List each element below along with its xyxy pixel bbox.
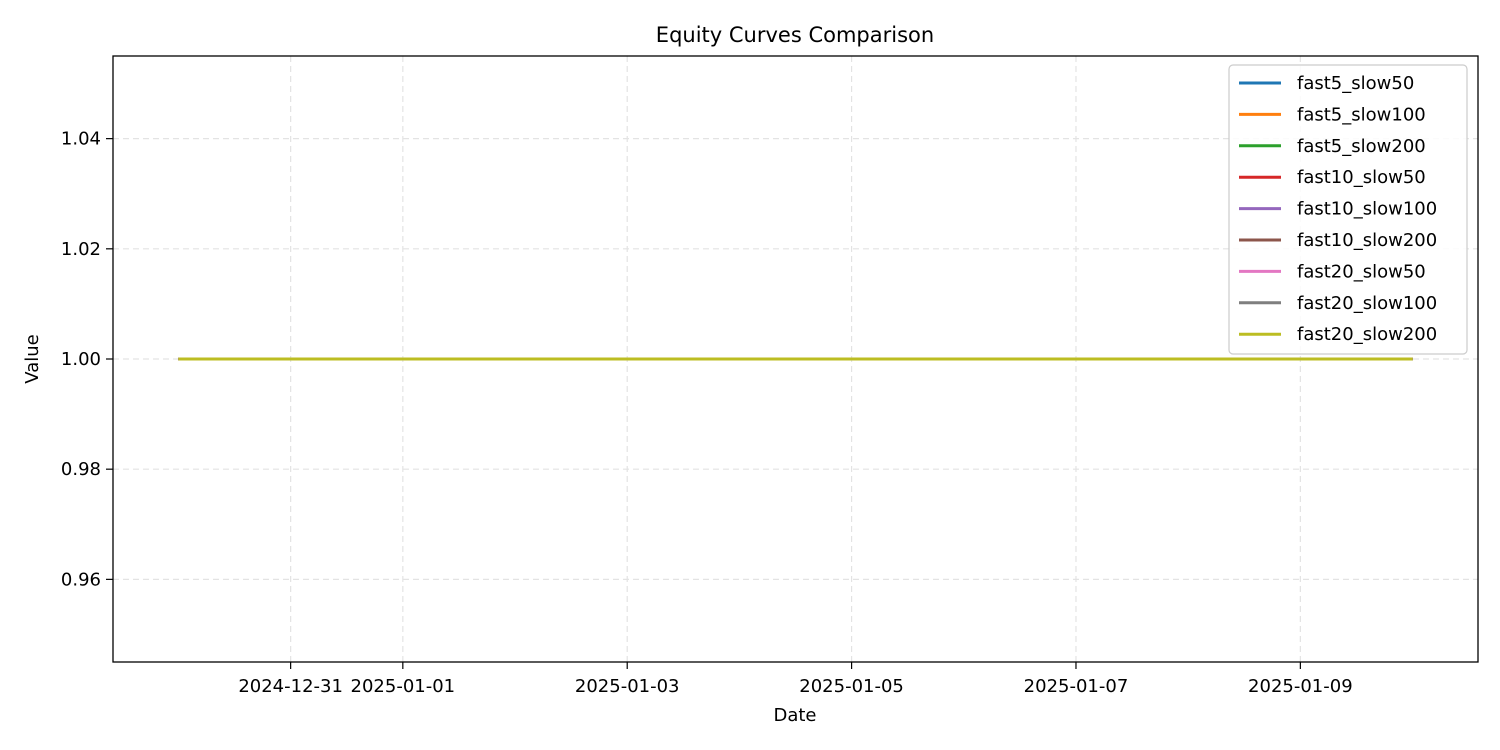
x-tick-label: 2025-01-05 <box>799 676 904 697</box>
chart-title: Equity Curves Comparison <box>656 23 934 47</box>
y-tick-label: 0.96 <box>61 569 101 590</box>
legend-label: fast10_slow200 <box>1297 230 1437 251</box>
legend-label: fast10_slow50 <box>1297 167 1426 188</box>
legend: fast5_slow50 fast5_slow100 fast5_slow200fa… <box>1228 64 1468 355</box>
y-tick-label: 1.00 <box>61 349 101 370</box>
legend-label: fast20_slow100 <box>1297 293 1437 314</box>
x-tick-label: 2024-12-31 <box>238 676 343 697</box>
legend-label: fast5_slow100 <box>1297 104 1426 125</box>
legend-label: fast10_slow100 <box>1297 199 1437 220</box>
x-tick-label: 2025-01-01 <box>351 676 456 697</box>
x-tick-label: 2025-01-09 <box>1248 676 1353 697</box>
x-axis-ticks: 2024-12-31 2025-01-01 2025-01-03 2025-01-05… <box>238 662 1353 697</box>
y-tick-label: 1.04 <box>61 129 101 150</box>
x-tick-label: 2025-01-03 <box>575 676 680 697</box>
legend-box <box>1228 64 1468 355</box>
y-axis-ticks: 0.96 0.98 1.00 1.02 1.04 <box>61 129 113 590</box>
x-axis-label: Date <box>773 705 816 726</box>
y-tick-label: 1.02 <box>61 239 101 260</box>
legend-label: fast20_slow50 <box>1297 261 1426 282</box>
y-axis-label: Value <box>22 334 43 383</box>
legend-label: fast5_slow50 <box>1297 73 1414 94</box>
legend-label: fast20_slow200 <box>1297 324 1437 345</box>
legend-label: fast5_slow200 <box>1297 136 1426 157</box>
y-tick-label: 0.98 <box>61 459 101 480</box>
x-tick-label: 2025-01-07 <box>1024 676 1129 697</box>
